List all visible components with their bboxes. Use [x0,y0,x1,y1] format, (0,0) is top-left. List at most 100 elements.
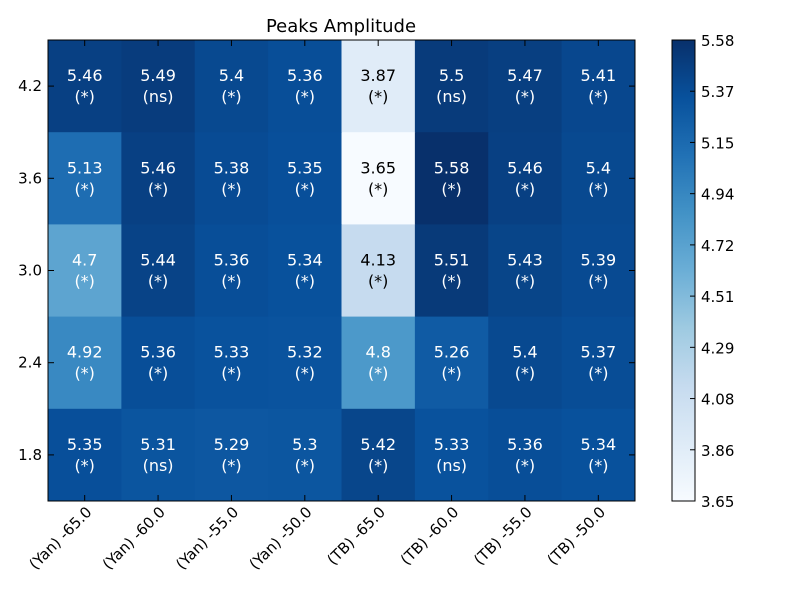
cell-value-label: 5.44 [140,251,176,270]
heatmap-cell [561,408,636,502]
heatmap-cells: 5.46 (*) 5.49 (ns) 5.4 (*) 5.36 (*) 3.87 (*) 5.5 (n… [48,40,636,502]
cell-significance-label: (*) [148,272,168,291]
colorbar-tick-label: 4.72 [701,237,734,255]
cell-value-label: 5.34 [581,435,617,454]
cell-significance-label: (ns) [436,87,467,106]
cell-value-label: 4.7 [72,251,97,270]
cell-significance-label: (*) [368,179,388,198]
cell-significance-label: (*) [148,179,168,198]
heatmap-cell [194,224,269,318]
cell-value-label: 5.37 [581,343,617,362]
x-tick-label: (Yan) -50.0 [246,503,316,573]
cell-value-label: 5.46 [67,66,103,85]
cell-value-label: 5.43 [507,251,543,270]
cell-significance-label: (*) [441,272,461,291]
cell-significance-label: (*) [74,364,94,383]
cell-significance-label: (*) [515,364,535,383]
cell-significance-label: (*) [368,456,388,475]
cell-significance-label: (*) [74,87,94,106]
heatmap-cell [121,40,196,133]
heatmap-cell [194,132,269,225]
heatmap-cell [414,40,489,133]
heatmap-cell [48,224,122,318]
cell-value-label: 5.35 [67,435,103,454]
colorbar-tick-label: 4.94 [701,186,734,204]
cell-value-label: 5.3 [292,435,317,454]
cell-significance-label: (*) [74,456,94,475]
colorbar-ticks: 5.58 5.37 5.15 4.94 4.72 4.51 4.29 4.08 3.86 3.65 [690,32,734,511]
cell-value-label: 5.39 [581,251,617,270]
cell-value-label: 4.92 [67,343,103,362]
cell-significance-label: (*) [221,272,241,291]
heatmap-cell [194,316,269,410]
heatmap-cell [488,408,563,502]
colorbar-tick-label: 4.29 [701,339,734,357]
cell-value-label: 5.42 [360,435,396,454]
cell-value-label: 5.32 [287,343,323,362]
heatmap-cell [561,132,636,225]
x-tick-label: (Yan) -65.0 [25,503,95,573]
heatmap-cell [488,40,563,133]
colorbar-tick-label: 3.65 [701,493,734,511]
cell-significance-label: (ns) [436,456,467,475]
cell-value-label: 5.29 [214,435,250,454]
heatmap-cell [414,224,489,318]
cell-significance-label: (*) [588,364,608,383]
cell-significance-label: (*) [148,364,168,383]
heatmap-cell [341,316,416,410]
cell-value-label: 5.51 [434,251,470,270]
heatmap-cell [121,316,196,410]
heatmap-cell [194,408,269,502]
cell-significance-label: (*) [588,272,608,291]
cell-value-label: 5.4 [219,66,244,85]
heatmap-cell [341,40,416,133]
cell-value-label: 5.36 [214,251,250,270]
heatmap-cell [414,408,489,502]
heatmap-cell [488,224,563,318]
colorbar-tick-label: 3.86 [701,442,734,460]
cell-value-label: 5.31 [140,435,176,454]
cell-significance-label: (*) [441,364,461,383]
cell-value-label: 5.33 [214,343,250,362]
heatmap-cell [268,408,342,502]
cell-significance-label: (*) [295,364,315,383]
colorbar-tick-label: 5.15 [701,134,734,152]
cell-value-label: 5.4 [512,343,537,362]
x-tick-label: (TB) -55.0 [470,503,536,569]
cell-value-label: 5.36 [507,435,543,454]
y-tick-label: 3.6 [18,169,42,187]
heatmap-cell [48,408,122,502]
chart-title: Peaks Amplitude [266,16,416,37]
cell-value-label: 5.13 [67,158,103,177]
cell-value-label: 5.35 [287,158,323,177]
y-tick-label: 3.0 [18,262,42,280]
heatmap-cell [48,316,122,410]
cell-value-label: 5.34 [287,251,323,270]
cell-significance-label: (*) [368,364,388,383]
cell-significance-label: (*) [295,456,315,475]
cell-significance-label: (*) [515,272,535,291]
cell-value-label: 5.58 [434,158,470,177]
colorbar-tick-label: 5.58 [701,32,734,50]
cell-value-label: 3.87 [360,66,396,85]
heatmap-cell [121,408,196,502]
cell-value-label: 5.5 [439,66,464,85]
cell-significance-label: (*) [515,179,535,198]
cell-value-label: 5.4 [586,158,611,177]
cell-significance-label: (*) [515,456,535,475]
cell-significance-label: (*) [221,179,241,198]
heatmap-cell [561,40,636,133]
cell-significance-label: (*) [588,179,608,198]
cell-value-label: 5.46 [507,158,543,177]
cell-value-label: 5.46 [140,158,176,177]
x-tick-label: (TB) -60.0 [397,503,463,569]
cell-significance-label: (*) [74,179,94,198]
cell-significance-label: (*) [441,179,461,198]
colorbar-tick-label: 5.37 [701,83,734,101]
cell-significance-label: (*) [368,272,388,291]
y-tick-label: 2.4 [18,354,42,372]
cell-significance-label: (*) [295,272,315,291]
cell-significance-label: (*) [221,87,241,106]
heatmap-cell [48,132,122,225]
